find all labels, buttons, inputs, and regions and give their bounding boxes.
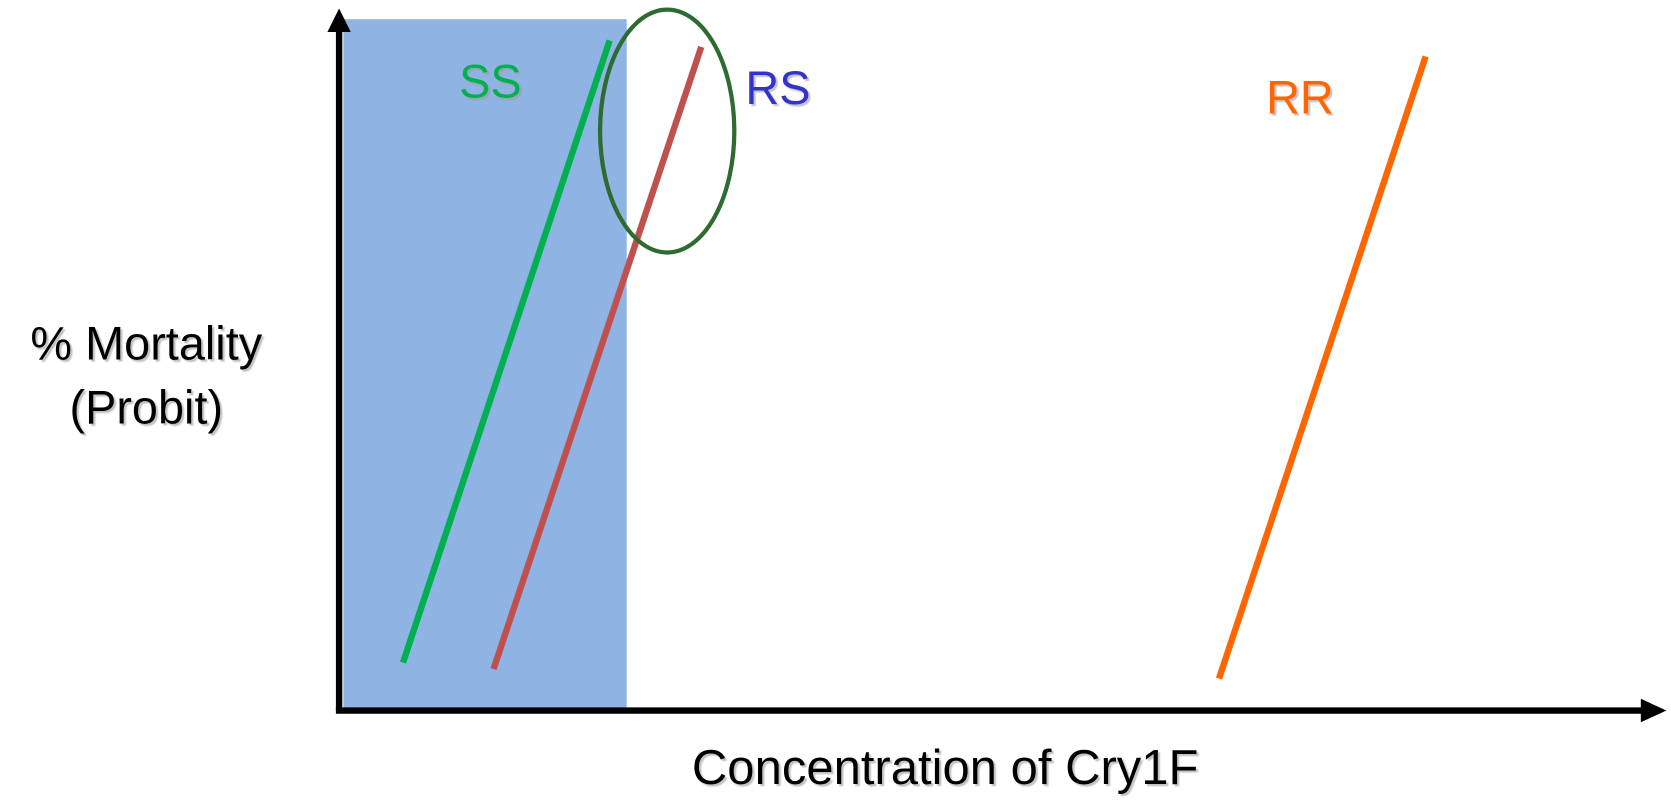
ss-label: SS <box>459 56 522 108</box>
y-axis-label: % Mortality <box>30 318 262 370</box>
x-axis-label: Concentration of Cry1F <box>692 741 1199 795</box>
x-axis-arrow <box>1640 698 1667 723</box>
rs-line <box>490 45 705 670</box>
y-axis-arrow <box>327 8 351 32</box>
y-axis-label: (Probit) <box>69 382 223 434</box>
rs-label: RS <box>745 62 810 114</box>
ss-line <box>399 39 613 664</box>
rr-line <box>1215 55 1429 680</box>
rr-label: RR <box>1266 72 1334 124</box>
overlap-ellipse <box>597 7 737 255</box>
